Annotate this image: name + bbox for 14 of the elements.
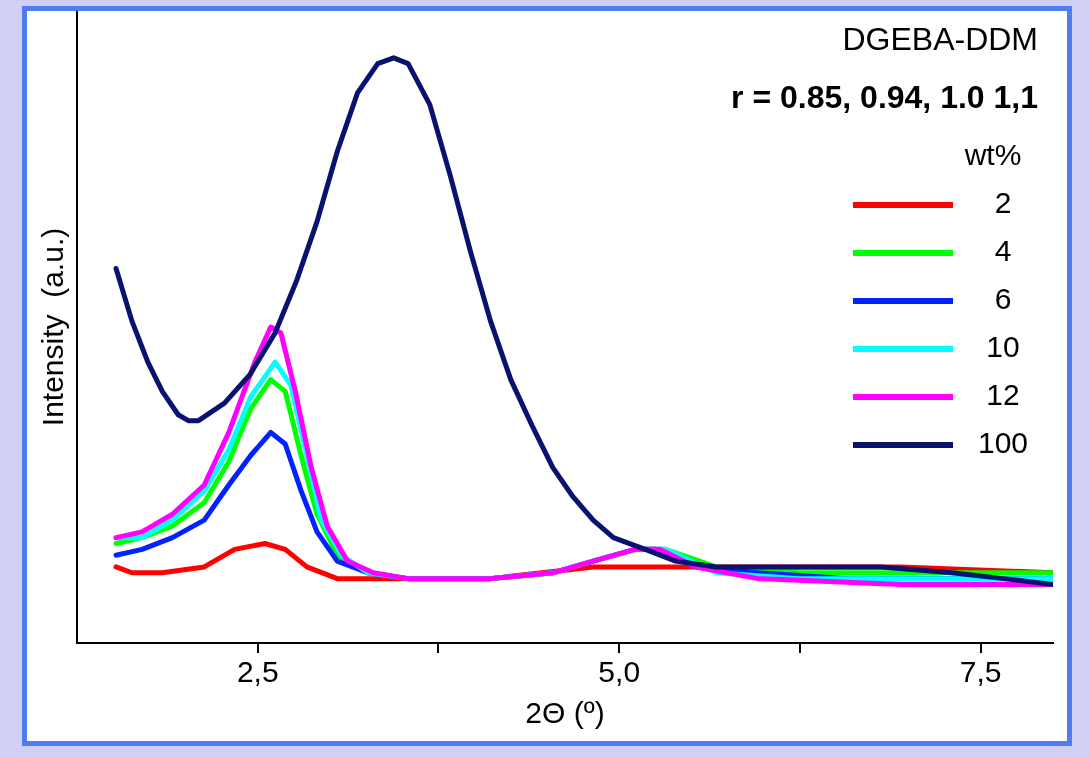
x-tick-label: 7,5 <box>959 655 1002 689</box>
annotation: r = 0.85, 0.94, 1.0 1,1 <box>731 78 1038 115</box>
text: DGEBA-DDM <box>842 20 1038 57</box>
x-tick-label: 2,5 <box>236 655 279 689</box>
legend-label: 6 <box>994 282 1012 316</box>
y-axis-title: Intensity (a.u.) <box>36 227 70 427</box>
legend-label: 100 <box>977 426 1029 460</box>
legend-label: 10 <box>986 330 1020 364</box>
x-tick-label: 5,0 <box>598 655 641 689</box>
legend-label: 12 <box>986 378 1020 412</box>
legend-label: 2 <box>994 186 1012 220</box>
x-axis-title: 2Θ (º) <box>525 696 605 730</box>
legend-label: 4 <box>994 234 1012 268</box>
legend-title: wt% <box>963 138 1022 172</box>
